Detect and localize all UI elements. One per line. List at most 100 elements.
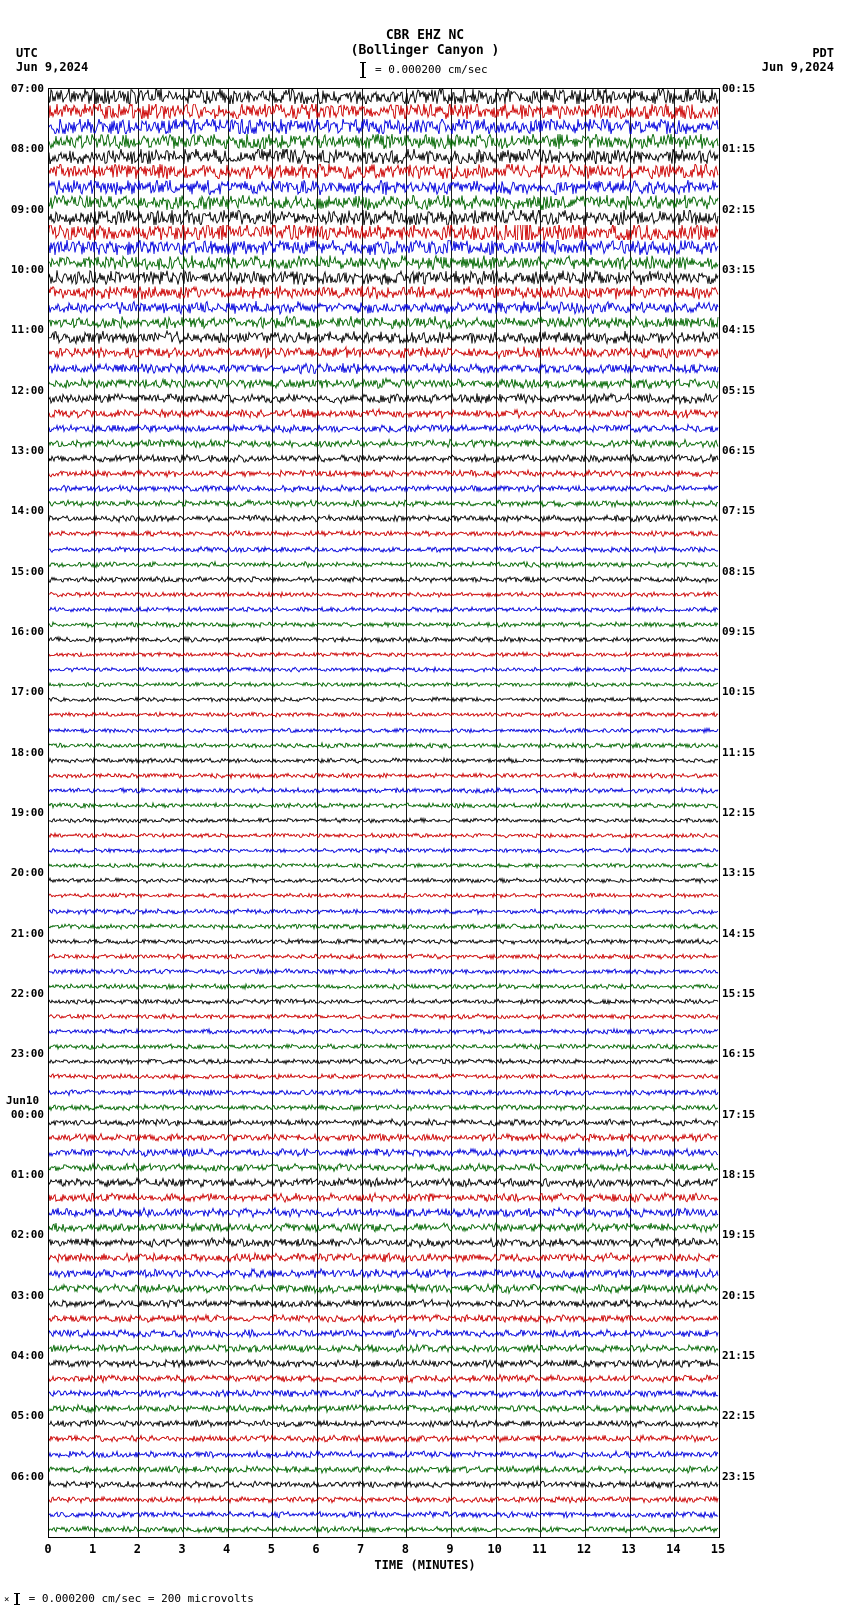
seismic-trace (49, 662, 719, 677)
seismic-trace (49, 1266, 719, 1281)
x-tick-label: 7 (351, 1542, 371, 1556)
seismic-trace (49, 1069, 719, 1084)
seismic-trace (49, 1311, 719, 1326)
seismic-trace (49, 934, 719, 949)
seismic-trace (49, 376, 719, 391)
seismic-trace (49, 602, 719, 617)
seismic-trace (49, 225, 719, 240)
pdt-hour-label: 21:15 (722, 1349, 766, 1362)
seismic-trace (49, 526, 719, 541)
pdt-hour-label: 12:15 (722, 806, 766, 819)
station-code: CBR EHZ NC (0, 28, 850, 43)
utc-hour-label: 00:00 (2, 1108, 44, 1121)
seismic-trace (49, 1386, 719, 1401)
pdt-hour-label: 02:15 (722, 203, 766, 216)
pdt-hour-label: 15:15 (722, 987, 766, 1000)
seismic-trace (49, 391, 719, 406)
pdt-hour-label: 11:15 (722, 746, 766, 759)
utc-hour-label: 20:00 (2, 866, 44, 879)
seismic-trace (49, 315, 719, 330)
seismic-trace (49, 783, 719, 798)
seismic-trace (49, 1522, 719, 1537)
seismic-trace (49, 195, 719, 210)
seismic-trace (49, 828, 719, 843)
utc-hour-label: 18:00 (2, 746, 44, 759)
pdt-hour-label: 00:15 (722, 82, 766, 95)
seismic-trace (49, 134, 719, 149)
seismic-trace (49, 1085, 719, 1100)
x-tick-label: 5 (261, 1542, 281, 1556)
pdt-hour-label: 01:15 (722, 142, 766, 155)
seismic-trace (49, 1416, 719, 1431)
seismic-trace (49, 1190, 719, 1205)
seismic-trace (49, 1009, 719, 1024)
seismic-trace (49, 421, 719, 436)
seismic-trace (49, 964, 719, 979)
seismic-trace (49, 361, 719, 376)
seismic-trace (49, 692, 719, 707)
seismic-trace (49, 813, 719, 828)
seismic-trace (49, 1175, 719, 1190)
helicorder-plot (48, 88, 720, 1538)
utc-hour-label: 02:00 (2, 1228, 44, 1241)
pdt-hour-label: 04:15 (722, 323, 766, 336)
x-tick-label: 2 (127, 1542, 147, 1556)
seismic-trace (49, 1431, 719, 1446)
seismic-trace (49, 557, 719, 572)
seismic-trace (49, 1130, 719, 1145)
utc-hour-label: 14:00 (2, 504, 44, 517)
seismic-trace (49, 1039, 719, 1054)
utc-hour-label: 17:00 (2, 685, 44, 698)
pdt-hour-label: 22:15 (722, 1409, 766, 1422)
seismic-trace (49, 1145, 719, 1160)
pdt-hour-label: 08:15 (722, 565, 766, 578)
seismic-trace (49, 1160, 719, 1175)
seismic-trace (49, 466, 719, 481)
utc-hour-label: 21:00 (2, 927, 44, 940)
utc-hour-label: 23:00 (2, 1047, 44, 1060)
seismic-trace (49, 1205, 719, 1220)
x-tick-label: 0 (38, 1542, 58, 1556)
seismic-trace (49, 1235, 719, 1250)
seismic-trace (49, 723, 719, 738)
seismic-trace (49, 1477, 719, 1492)
seismic-trace (49, 285, 719, 300)
seismic-trace (49, 738, 719, 753)
seismic-trace (49, 89, 719, 104)
seismic-trace (49, 617, 719, 632)
x-tick-label: 11 (529, 1542, 549, 1556)
pdt-hour-label: 07:15 (722, 504, 766, 517)
seismic-trace (49, 843, 719, 858)
seismic-trace (49, 1356, 719, 1371)
seismic-trace (49, 240, 719, 255)
seismic-trace (49, 180, 719, 195)
x-tick-label: 3 (172, 1542, 192, 1556)
seismic-trace (49, 707, 719, 722)
seismic-trace (49, 496, 719, 511)
x-tick-label: 4 (217, 1542, 237, 1556)
seismic-trace (49, 119, 719, 134)
pdt-hour-label: 23:15 (722, 1470, 766, 1483)
utc-hour-label: 09:00 (2, 203, 44, 216)
seismic-trace (49, 330, 719, 345)
pdt-hour-label: 20:15 (722, 1289, 766, 1302)
seismic-trace (49, 919, 719, 934)
seismic-trace (49, 1462, 719, 1477)
utc-hour-label: 04:00 (2, 1349, 44, 1362)
utc-hour-label: 01:00 (2, 1168, 44, 1181)
x-tick-label: 15 (708, 1542, 728, 1556)
seismic-trace (49, 270, 719, 285)
seismic-trace (49, 1371, 719, 1386)
x-tick-label: 1 (83, 1542, 103, 1556)
seismic-trace (49, 1281, 719, 1296)
seismic-trace (49, 1115, 719, 1130)
seismic-trace (49, 1507, 719, 1522)
station-name: (Bollinger Canyon ) (0, 43, 850, 58)
utc-hour-label: 12:00 (2, 384, 44, 397)
seismic-trace (49, 647, 719, 662)
seismic-trace (49, 632, 719, 647)
seismic-trace (49, 1326, 719, 1341)
seismic-trace (49, 345, 719, 360)
pdt-hour-label: 16:15 (722, 1047, 766, 1060)
seismic-trace (49, 451, 719, 466)
